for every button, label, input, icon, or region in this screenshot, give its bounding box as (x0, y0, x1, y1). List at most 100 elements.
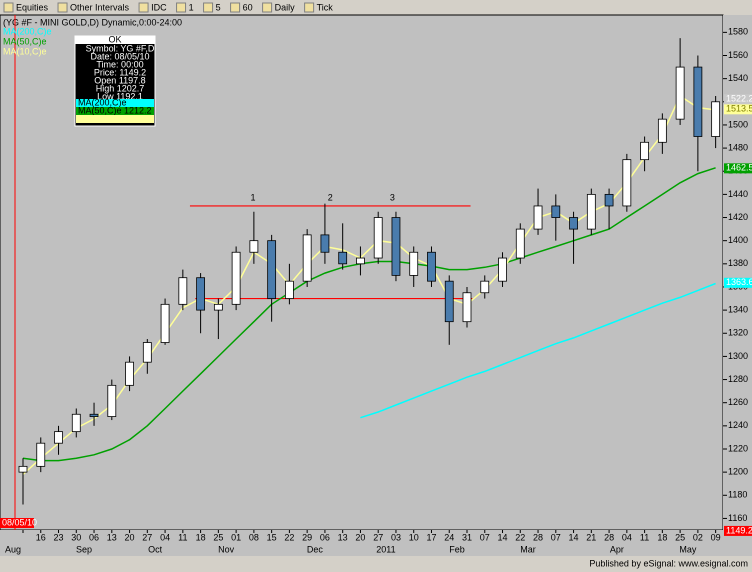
x-tick-label: 18 (196, 532, 206, 542)
cursor-date: 08/05/10 (2, 517, 37, 527)
toolbar-icon[interactable] (3, 2, 14, 13)
candle-body (71, 413, 81, 433)
y-tick-label: 1240 (728, 420, 748, 430)
price-tag (724, 94, 752, 105)
candle-body (391, 217, 401, 276)
y-tick-label: 1220 (728, 443, 748, 453)
x-tick-label: 21 (586, 532, 596, 542)
toolbar-icon[interactable] (176, 2, 187, 13)
y-tick-label: 1160 (728, 513, 747, 523)
x-tick-label: 11 (178, 532, 187, 542)
ma-line (22, 94, 716, 475)
x-tick-label: 06 (89, 532, 99, 542)
candle-body (142, 342, 152, 363)
candle-body (160, 303, 170, 343)
candle-body (107, 384, 117, 417)
candle-body (178, 277, 188, 305)
x-tick-label: 25 (675, 532, 685, 542)
candle-body (196, 277, 206, 311)
y-tick-label: 1420 (728, 212, 748, 222)
price-tag-label: 1363.6 (726, 277, 752, 287)
x-tick-label: 31 (462, 532, 472, 542)
toolbar-item[interactable]: 1 (189, 2, 194, 12)
toolbar-icon[interactable] (57, 2, 68, 13)
data-window-row: Price: 1149.2 (94, 67, 146, 77)
ma-line (22, 167, 716, 462)
data-window-row: High 1202.7 (96, 83, 145, 93)
month-label: Feb (449, 544, 465, 554)
toolbar-item[interactable]: Equities (16, 2, 49, 12)
toolbar-icon[interactable] (304, 2, 315, 13)
toolbar (0, 0, 752, 15)
x-tick-label: 04 (622, 532, 632, 542)
data-window-row: Symbol: YG #F,D (86, 43, 155, 53)
data-window-row: Date: 08/05/10 (90, 51, 149, 61)
candle-body (480, 280, 490, 294)
x-tick-label: 20 (355, 532, 365, 542)
y-tick-label: 1260 (728, 397, 748, 407)
x-tick-label: 28 (533, 532, 543, 542)
candle-body (675, 66, 685, 120)
data-window-row: Time: 00:00 (96, 59, 143, 69)
candle-body (462, 292, 472, 323)
y-tick-label: 1340 (728, 304, 748, 314)
y-tick-label: 1300 (728, 351, 748, 361)
level-label: 1 (250, 192, 255, 202)
toolbar-item[interactable]: IDC (151, 2, 167, 12)
x-tick-label: 27 (373, 532, 383, 542)
legend-entry: MA(200,C)e (3, 26, 52, 36)
y-tick-label: 1480 (728, 142, 748, 152)
toolbar-icon[interactable] (138, 2, 149, 13)
x-tick-label: 24 (444, 532, 454, 542)
month-label: May (679, 544, 697, 554)
x-tick-label: 14 (569, 532, 579, 542)
toolbar-icon[interactable] (230, 2, 241, 13)
y-tick-label: 1320 (728, 328, 748, 338)
toolbar-icon[interactable] (203, 2, 214, 13)
x-tick-label: 22 (515, 532, 525, 542)
month-label: Dec (307, 544, 324, 554)
level-label: 3 (390, 192, 395, 202)
candle-body (284, 280, 294, 299)
x-tick-label: 04 (160, 532, 170, 542)
toolbar-item[interactable]: Other Intervals (70, 2, 130, 12)
y-tick-label: 1540 (728, 73, 748, 83)
month-label: Nov (218, 544, 235, 554)
candle-body (231, 251, 241, 305)
price-tag-label: 1513.5 (726, 104, 752, 114)
x-tick-label: 15 (267, 532, 277, 542)
price-tag (724, 104, 752, 115)
toolbar-item[interactable]: Tick (317, 2, 334, 12)
x-tick-label: 18 (657, 532, 667, 542)
x-tick-label: 09 (711, 532, 721, 542)
candle-body (89, 413, 99, 417)
x-tick-label: 25 (213, 532, 223, 542)
candle-body (356, 257, 365, 265)
footer: Published by eSignal: www.esignal.com (589, 558, 748, 568)
month-label: 2011 (376, 544, 395, 554)
candle-body (125, 361, 134, 386)
status-bar (0, 556, 752, 572)
toolbar-item[interactable]: 5 (216, 2, 221, 12)
y-tick-label: 1380 (728, 258, 748, 268)
candle-body (409, 251, 419, 276)
toolbar-item[interactable]: Daily (275, 2, 296, 12)
y-tick-label: 1180 (728, 490, 747, 500)
candle-body (586, 193, 596, 230)
y-tick-label: 1280 (728, 374, 748, 384)
candle-body (302, 234, 312, 282)
date-axis (0, 530, 752, 556)
candle-body (551, 205, 561, 218)
x-tick-label: 13 (338, 532, 348, 542)
candle-body (427, 251, 436, 282)
x-tick-label: 17 (426, 532, 436, 542)
y-tick-label: 1400 (728, 235, 748, 245)
toolbar-item[interactable]: 60 (243, 2, 253, 12)
cursor-date-box (0, 518, 34, 528)
y-tick-label: 1580 (728, 27, 748, 37)
price-tag-label: 1522.2 (726, 94, 752, 104)
candle-body (213, 303, 223, 311)
toolbar-icon[interactable] (262, 2, 273, 13)
